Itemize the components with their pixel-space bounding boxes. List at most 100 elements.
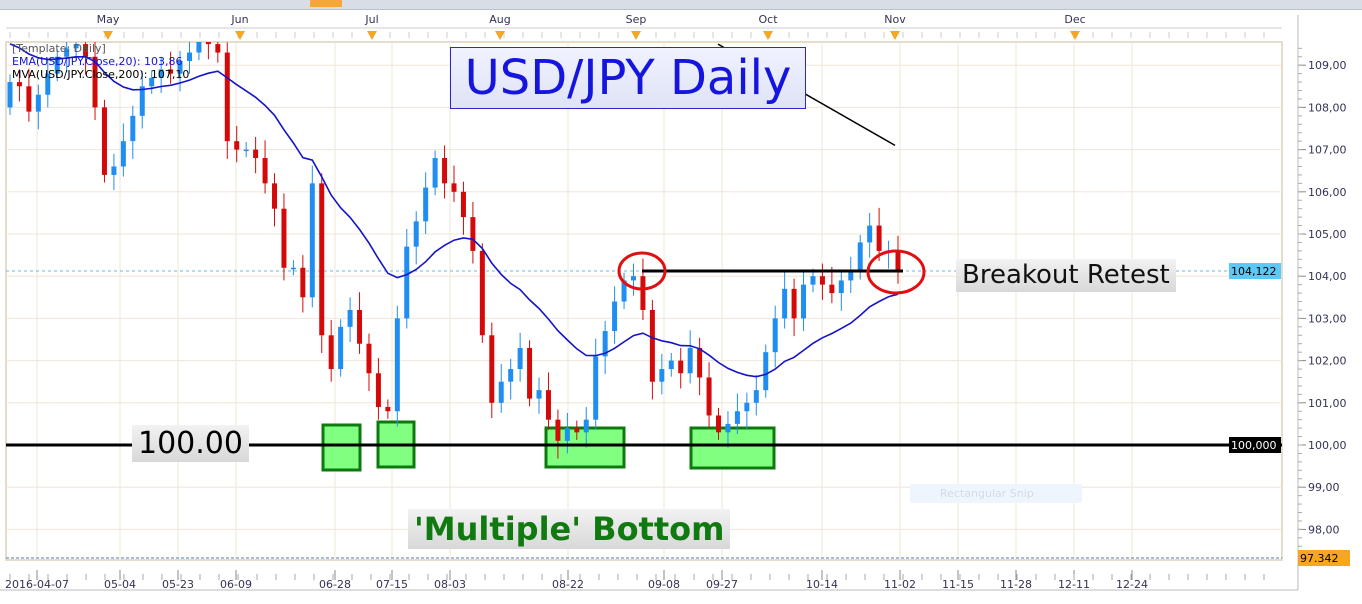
- legend-mva: MVA(USD/JPY.Close,200): 107,10: [12, 68, 190, 81]
- breakout-retest-label: Breakout Retest: [956, 259, 1176, 292]
- y-tick-label: 105,00: [1308, 228, 1347, 241]
- candle: [64, 42, 70, 72]
- candle: [366, 333, 372, 391]
- candle: [442, 145, 448, 199]
- scroll-thumb[interactable]: [310, 0, 342, 7]
- candle: [300, 255, 306, 313]
- month-marker-icon: [367, 31, 377, 40]
- candle-body: [328, 335, 334, 370]
- x-tick-label: 06-28: [319, 578, 351, 591]
- candle-body: [92, 56, 98, 108]
- candle: [319, 173, 325, 354]
- candle-body: [413, 221, 419, 247]
- candle-body: [243, 149, 249, 152]
- candle: [876, 207, 882, 262]
- x-tick-label: 11-28: [1000, 578, 1032, 591]
- candle: [253, 136, 259, 174]
- candle: [26, 68, 32, 122]
- candle-body: [527, 347, 533, 399]
- candle-body: [498, 381, 504, 403]
- candle: [83, 42, 89, 75]
- current-price-tag-bg: [1229, 263, 1281, 280]
- candle-body: [602, 331, 608, 357]
- candle: [498, 363, 504, 413]
- x-tick-label: 12-24: [1116, 578, 1148, 591]
- candle-body: [517, 347, 523, 370]
- month-marker-icon: [890, 31, 900, 40]
- month-label: Dec: [1064, 13, 1085, 26]
- candle-body: [262, 158, 268, 184]
- candle-body: [16, 82, 22, 87]
- candle-body: [734, 411, 740, 424]
- x-tick-label: 10-14: [806, 578, 838, 591]
- chart-title: USD/JPY Daily: [450, 47, 806, 109]
- candle: [489, 322, 495, 418]
- y-tick-label: 103,00: [1308, 312, 1347, 325]
- rectangular-snip-tooltip: Rectangular Snip: [910, 484, 1082, 503]
- scrollbar[interactable]: [0, 0, 1362, 10]
- candle: [753, 374, 759, 416]
- candle: [782, 271, 788, 329]
- candle: [867, 212, 873, 258]
- y-tick-label: 100,00: [1308, 439, 1347, 452]
- candle: [290, 260, 296, 276]
- candle: [224, 42, 230, 159]
- candle-body: [111, 166, 117, 175]
- candle: [649, 299, 655, 400]
- candle: [328, 320, 334, 382]
- x-tick-label: 05-04: [104, 578, 136, 591]
- candle-body: [309, 183, 315, 298]
- candle-body: [26, 86, 32, 112]
- candle: [451, 165, 457, 202]
- candle-body: [186, 52, 192, 61]
- candle: [517, 332, 523, 382]
- candle: [791, 278, 797, 337]
- candle-body: [564, 428, 570, 441]
- candle: [186, 42, 192, 74]
- candle: [35, 84, 41, 130]
- candle: [423, 172, 429, 234]
- candle: [564, 412, 570, 454]
- candle-body: [801, 284, 807, 319]
- x-tick-label: 08-03: [434, 578, 466, 591]
- candle: [545, 372, 551, 430]
- month-label: Aug: [489, 13, 510, 26]
- candle: [375, 358, 381, 420]
- legend-ema: EMA(USD/JPY.Close,20): 103,86: [12, 55, 183, 68]
- candle-body: [876, 225, 882, 251]
- candle: [111, 153, 117, 191]
- candle: [678, 347, 684, 389]
- candle: [716, 407, 722, 440]
- candle: [196, 42, 202, 61]
- candle-body: [744, 402, 750, 412]
- low-price-tag: 97.342: [1300, 552, 1339, 565]
- candle-body: [35, 94, 41, 112]
- candle: [413, 211, 419, 265]
- candle-body: [489, 335, 495, 403]
- candle-body: [205, 42, 211, 45]
- candles: [7, 42, 901, 459]
- candle-body: [73, 44, 79, 49]
- candle-body: [442, 158, 448, 184]
- highlight-circle: [866, 249, 926, 295]
- candle: [772, 305, 778, 368]
- level-label: 100.00: [132, 425, 249, 462]
- candle-body: [234, 141, 240, 150]
- candle: [574, 420, 580, 440]
- candle-body: [290, 267, 296, 270]
- candle-body: [791, 288, 797, 319]
- candle-body: [649, 309, 655, 382]
- candle-body: [621, 280, 627, 302]
- candle: [357, 292, 363, 354]
- candle-body: [215, 44, 221, 53]
- candle-body: [545, 390, 551, 420]
- candle-body: [366, 343, 372, 374]
- y-tick-label: 106,00: [1308, 186, 1347, 199]
- x-tick-label: 09-08: [648, 578, 680, 591]
- candle-body: [120, 141, 126, 167]
- candle: [262, 140, 268, 194]
- y-tick-label: 101,00: [1308, 397, 1347, 410]
- bottom-highlight-box: [321, 423, 362, 472]
- candle-body: [158, 69, 164, 78]
- candle: [385, 399, 391, 419]
